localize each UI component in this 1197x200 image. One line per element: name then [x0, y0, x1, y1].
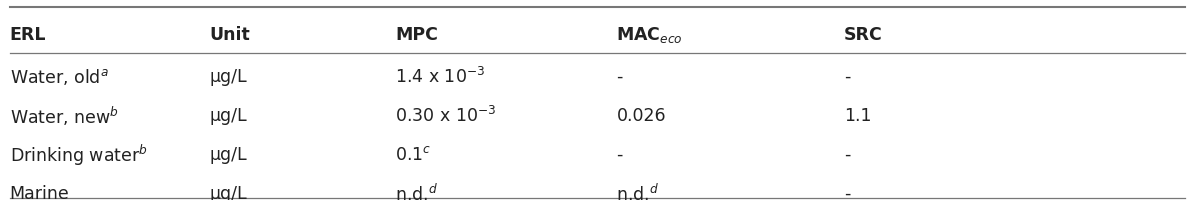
Text: MPC: MPC — [395, 26, 438, 44]
Text: -: - — [844, 185, 850, 200]
Text: 0.30 x 10$^{-3}$: 0.30 x 10$^{-3}$ — [395, 106, 497, 126]
Text: SRC: SRC — [844, 26, 882, 44]
Text: ERL: ERL — [10, 26, 45, 44]
Text: -: - — [616, 146, 622, 164]
Text: Marine: Marine — [10, 185, 69, 200]
Text: μg/L: μg/L — [209, 68, 247, 86]
Text: Unit: Unit — [209, 26, 250, 44]
Text: 1.1: 1.1 — [844, 107, 871, 125]
Text: μg/L: μg/L — [209, 146, 247, 164]
Text: n.d.$^{d}$: n.d.$^{d}$ — [616, 183, 660, 200]
Text: 0.1$^{c}$: 0.1$^{c}$ — [395, 146, 431, 164]
Text: MAC$_{eco}$: MAC$_{eco}$ — [616, 25, 683, 45]
Text: μg/L: μg/L — [209, 185, 247, 200]
Text: μg/L: μg/L — [209, 107, 247, 125]
Text: Drinking water$^{b}$: Drinking water$^{b}$ — [10, 142, 147, 168]
Text: -: - — [616, 68, 622, 86]
Text: 0.026: 0.026 — [616, 107, 666, 125]
Text: Water, old$^{a}$: Water, old$^{a}$ — [10, 67, 109, 87]
Text: Water, new$^{b}$: Water, new$^{b}$ — [10, 104, 119, 128]
Text: n.d.$^{d}$: n.d.$^{d}$ — [395, 183, 438, 200]
Text: 1.4 x 10$^{-3}$: 1.4 x 10$^{-3}$ — [395, 67, 485, 87]
Text: -: - — [844, 146, 850, 164]
Text: -: - — [844, 68, 850, 86]
